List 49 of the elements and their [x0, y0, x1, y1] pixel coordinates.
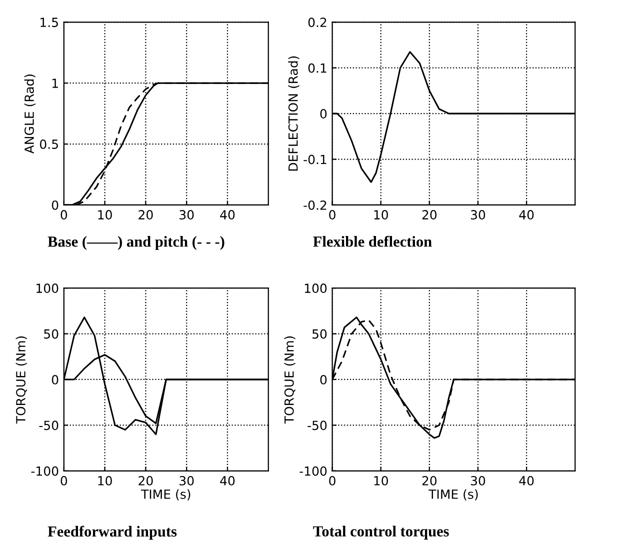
- y-tick-label: 50: [44, 329, 58, 339]
- x-tick-label: 40: [519, 210, 534, 220]
- text: Total control torques: [313, 526, 449, 540]
- y-axis-title: TORQUE (Nm): [284, 336, 296, 424]
- y-tick-label: 0.2: [308, 18, 326, 28]
- x-tick-label: 20: [138, 476, 153, 486]
- y-tick-label: 100: [36, 284, 58, 294]
- text: Flexible deflection: [313, 236, 432, 247]
- y-axis-title: DEFLECTION (Rad): [288, 56, 300, 171]
- y-tick-label: 1: [52, 78, 58, 88]
- x-tick-label: 30: [180, 210, 194, 220]
- y-tick-label: 0: [320, 374, 327, 384]
- y-tick-label: 0: [52, 200, 58, 210]
- y-axis-title: ANGLE (Rad): [24, 74, 36, 154]
- y-tick-label: -50: [39, 420, 58, 430]
- y-axis-title: TORQUE (Nm): [16, 336, 27, 424]
- x-tick-label: 0: [60, 210, 68, 220]
- y-tick-label: -0.2: [304, 200, 326, 210]
- x-tick-label: 30: [180, 476, 194, 486]
- x-tick-label: 20: [422, 476, 437, 486]
- y-tick-label: -100: [31, 466, 58, 476]
- y-tick-label: 50: [312, 329, 327, 339]
- y-tick-label: 100: [304, 284, 327, 294]
- x-tick-label: 0: [60, 476, 68, 486]
- text: Base (——) and pitch (- - -): [48, 236, 224, 250]
- y-tick-label: 0.5: [40, 140, 58, 149]
- x-tick-label: 40: [220, 210, 235, 220]
- x-tick-label: 40: [519, 476, 534, 486]
- x-tick-label: 10: [374, 476, 388, 486]
- x-tick-label: 10: [374, 210, 388, 220]
- x-tick-label: 10: [98, 476, 112, 486]
- x-axis-title: TIME (s): [140, 489, 190, 500]
- y-tick-label: 0.1: [308, 63, 326, 73]
- x-tick-label: 0: [329, 210, 336, 220]
- x-tick-label: 30: [470, 476, 486, 486]
- x-tick-label: 40: [220, 476, 235, 486]
- y-tick-label: -0.1: [304, 154, 326, 164]
- y-tick-label: 0: [320, 109, 327, 118]
- y-tick-label: 1.5: [40, 18, 58, 28]
- y-tick-label: -100: [300, 466, 327, 476]
- x-axis-title: TIME (s): [428, 489, 478, 500]
- x-tick-label: 30: [470, 210, 486, 220]
- x-tick-label: 10: [98, 210, 112, 220]
- text: Feedforward inputs: [48, 526, 177, 540]
- y-tick-label: -50: [308, 420, 327, 430]
- y-tick-label: 0: [52, 374, 58, 384]
- x-tick-label: 0: [329, 476, 336, 486]
- x-tick-label: 20: [138, 210, 153, 220]
- x-tick-label: 20: [422, 210, 437, 220]
